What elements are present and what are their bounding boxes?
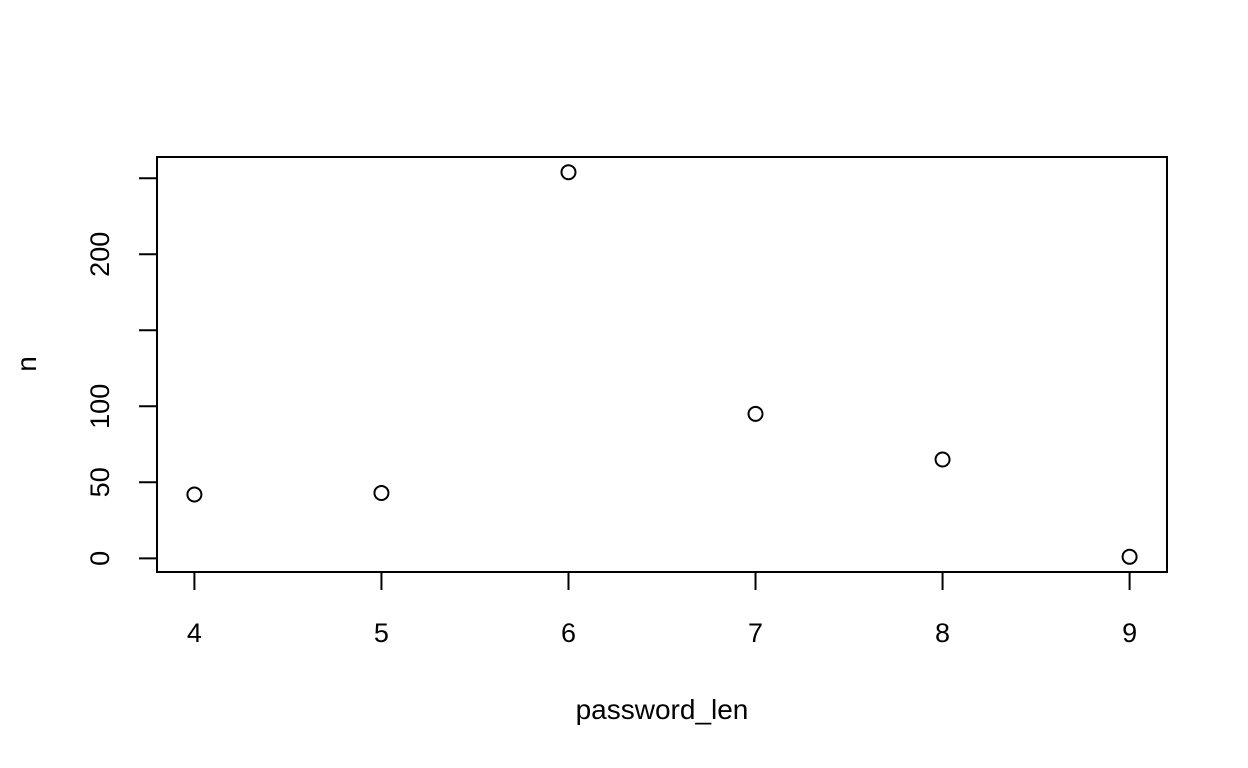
y-axis: 0 50 100 200 bbox=[85, 177, 158, 566]
data-point bbox=[560, 164, 577, 181]
x-tick-label: 9 bbox=[1122, 618, 1137, 648]
data-point bbox=[934, 451, 951, 468]
x-tick-label: 7 bbox=[748, 618, 763, 648]
x-tick-label: 5 bbox=[374, 618, 389, 648]
y-tick-label: 200 bbox=[85, 232, 115, 277]
y-tick-label: 50 bbox=[85, 467, 115, 497]
x-axis: 4 5 6 7 8 9 bbox=[187, 571, 1137, 648]
x-tick-label: 6 bbox=[561, 618, 576, 648]
data-point bbox=[186, 486, 203, 503]
data-point bbox=[373, 484, 390, 501]
x-tick-label: 4 bbox=[187, 618, 202, 648]
data-points bbox=[186, 164, 1138, 565]
x-axis-title: password_len bbox=[576, 694, 749, 725]
plot-frame bbox=[156, 156, 1168, 573]
y-tick-label: 100 bbox=[85, 384, 115, 429]
data-point bbox=[747, 405, 764, 422]
y-axis-title: n bbox=[11, 356, 42, 372]
y-tick-label: 0 bbox=[85, 551, 115, 566]
data-point bbox=[1121, 548, 1138, 565]
x-tick-label: 8 bbox=[935, 618, 950, 648]
